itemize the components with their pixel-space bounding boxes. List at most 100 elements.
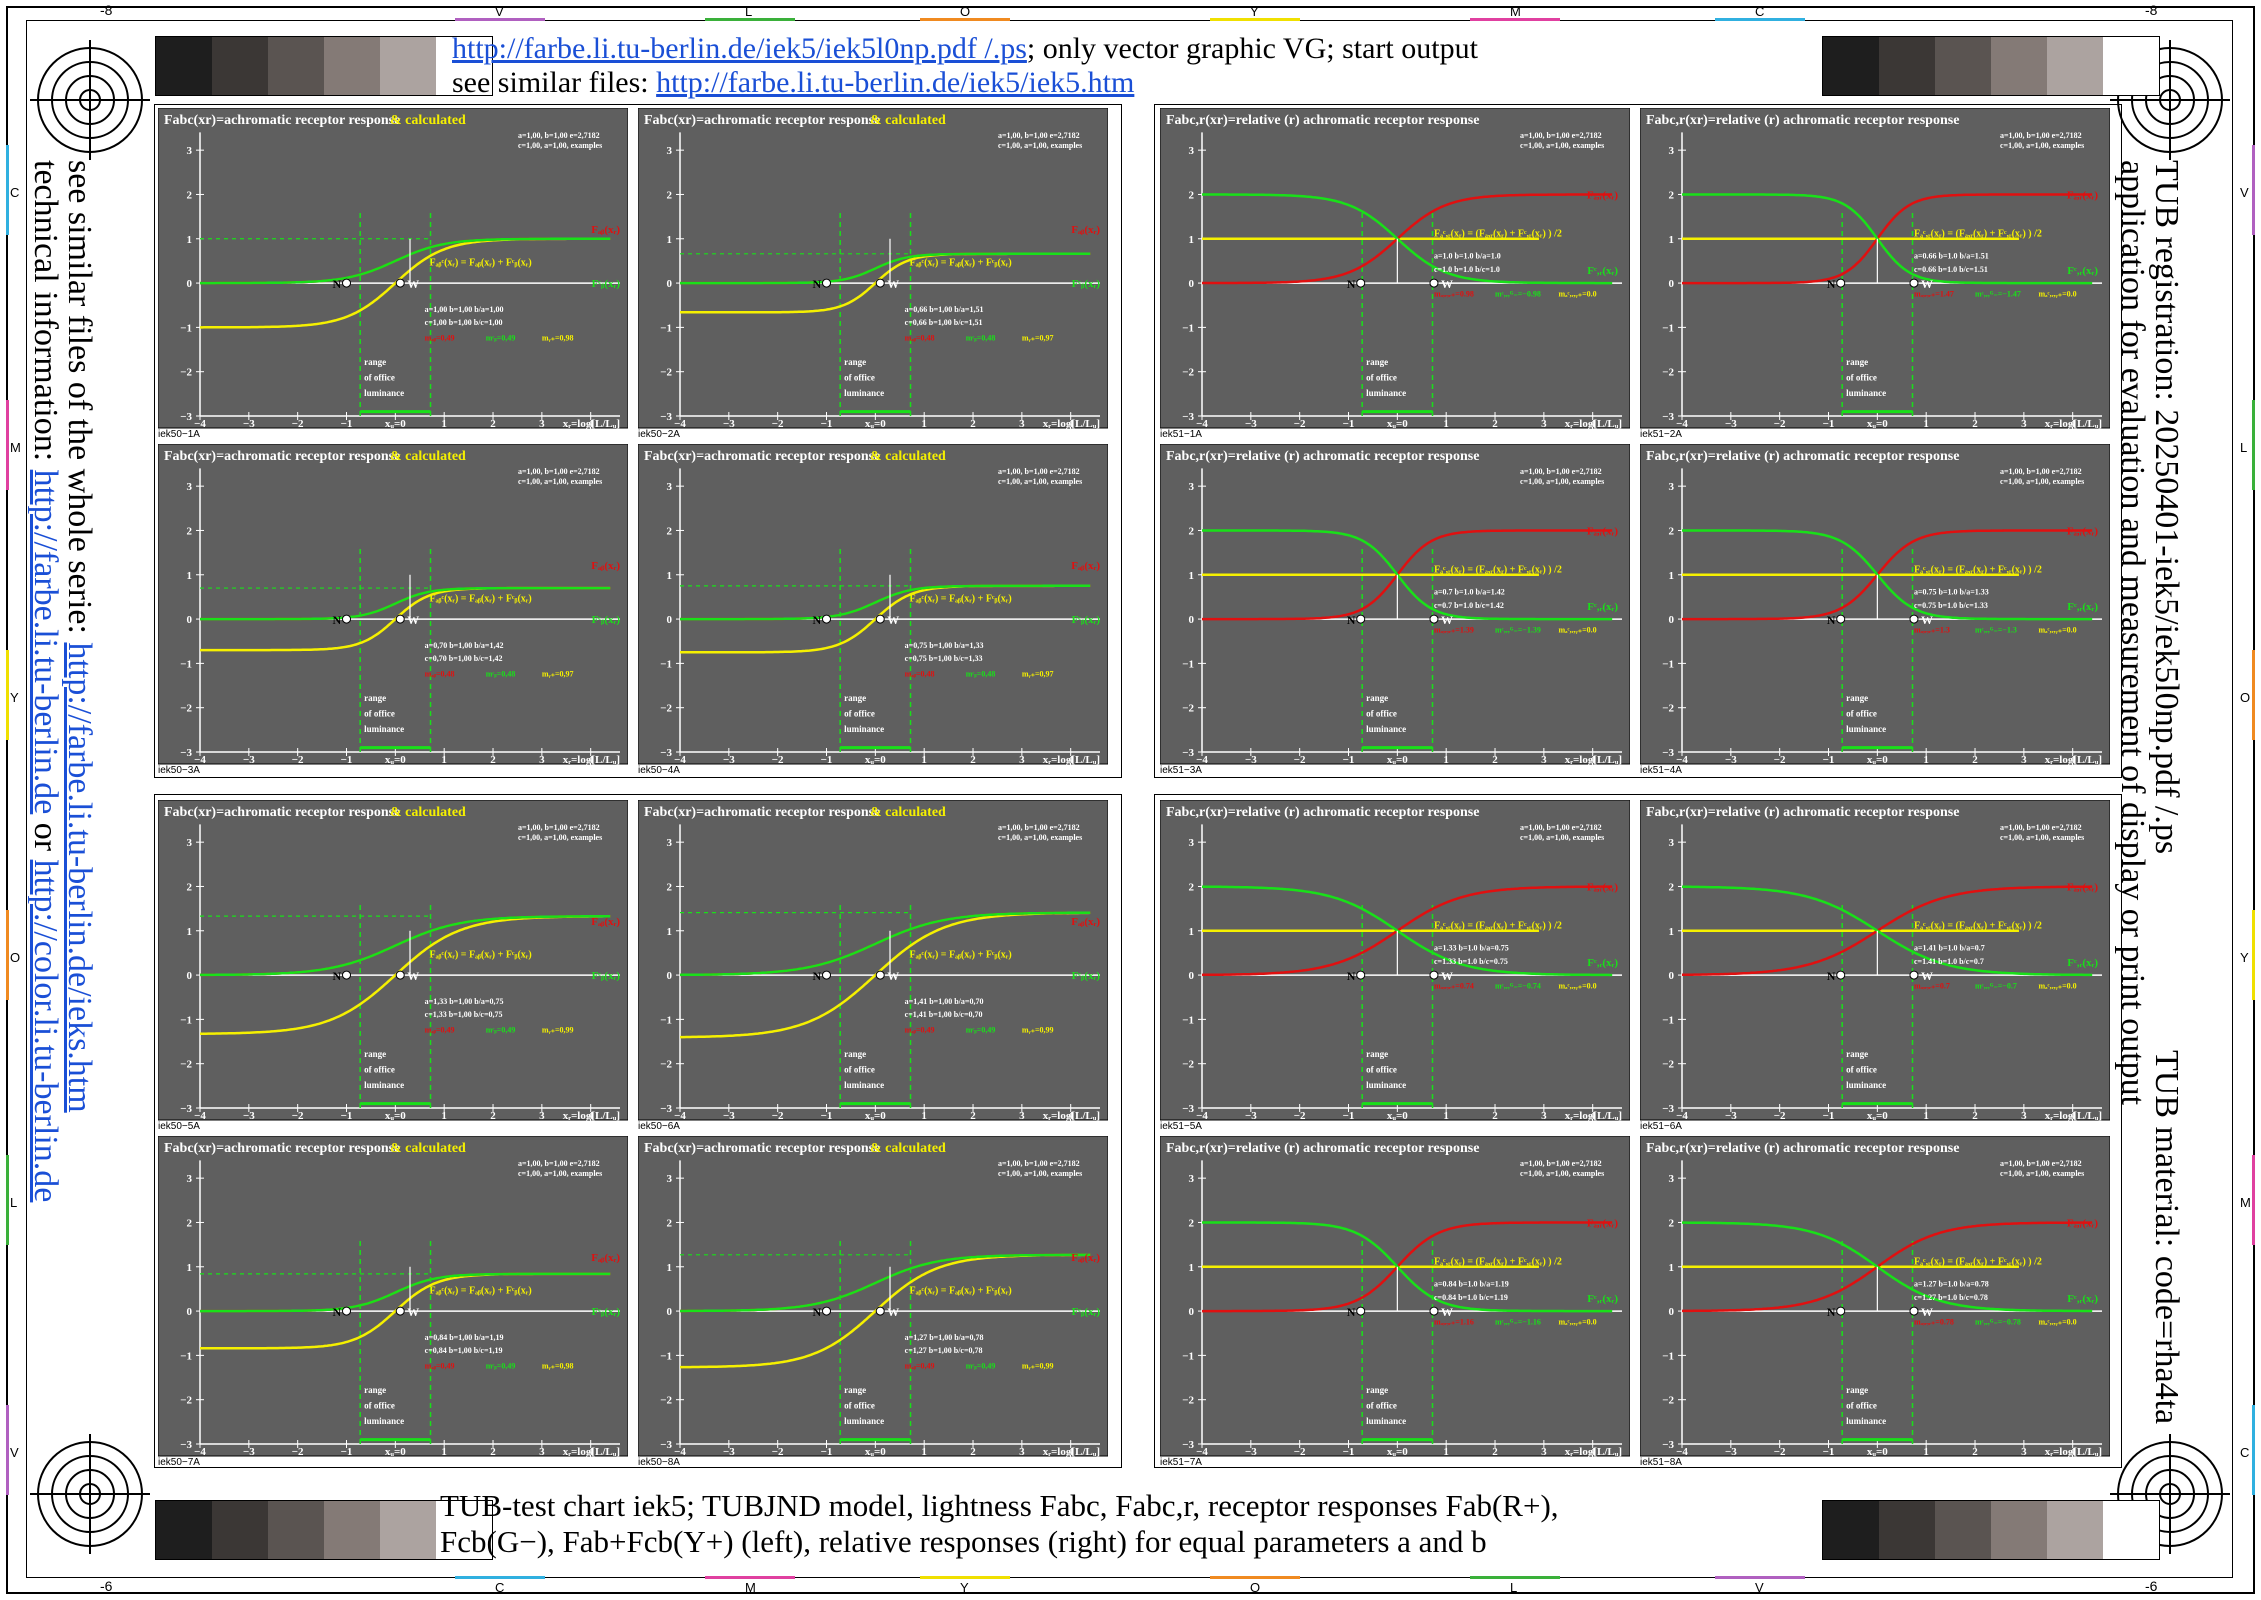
y-tick-label: −2	[1182, 703, 1194, 715]
gray-patch	[1991, 37, 2047, 95]
corner-mark-tl: -8	[100, 2, 113, 18]
param-a: a=0.75 b=1.0 b/a=1.33	[1914, 588, 1989, 597]
point-N	[342, 278, 352, 288]
label-Far: Fₐ,ᵣ(xᵣ)	[2067, 525, 2098, 537]
y-tick-label: −2	[1662, 703, 1674, 715]
x-tick-label: −3	[723, 418, 735, 430]
chart-title: Fabc(xr)=achromatic receptor response	[164, 449, 400, 464]
chart-consts: c=1,00, a=1,00, examples	[998, 477, 1082, 486]
point-N	[342, 970, 352, 980]
point-W	[395, 614, 405, 624]
x-tick-label: −3	[1725, 1110, 1737, 1122]
gray-patch	[268, 37, 324, 95]
x-tick-label: 1	[1923, 1110, 1929, 1122]
range-label: luminance	[1366, 388, 1406, 398]
x-tick-label: 4	[1068, 1446, 1074, 1458]
chart-title: Fabc,r(xr)=relative (r) achromatic recep…	[1646, 1141, 1959, 1156]
point-N	[1836, 278, 1846, 288]
chart-title: Fabc,r(xr)=relative (r) achromatic recep…	[1166, 113, 1479, 128]
x-tick-label: xᵤ=0	[1387, 1110, 1408, 1122]
x-tick-label: 1	[1923, 418, 1929, 430]
chart-id-label: iek51−4A	[1640, 765, 1682, 776]
slope-yp: mₐᶜ,ᵣ,ᵧ₊=0.0	[2039, 1317, 2077, 1326]
gray-patch	[324, 37, 380, 95]
y-tick-label: 1	[1669, 926, 1675, 938]
edge-color-bar	[2252, 650, 2255, 740]
tech-info-link-2[interactable]: http://color.li.tu-berlin.de	[27, 859, 64, 1203]
header-pdf-link[interactable]: http://farbe.li.tu-berlin.de/iek5/iek5l0…	[452, 32, 1027, 65]
x-tick-label: 2	[490, 754, 496, 766]
edge-mark-label: C	[495, 1580, 505, 1595]
y-tick-label: −3	[660, 1439, 672, 1451]
param-c: c=0,75 b=1,00 b/c=1,33	[905, 654, 983, 663]
tech-info-link-1[interactable]: http://farbe.li.tu-berlin.de	[27, 469, 64, 815]
slope-ab: mₐᵦ=0,49	[425, 1362, 455, 1371]
slope-cb: mᶜᵦ=0,49	[966, 1362, 996, 1371]
param-a: a=0.7 b=1.0 b/a=1.42	[1434, 588, 1505, 597]
x-axis-label: xᵣ=log[L/Lᵤ]	[2045, 418, 2102, 430]
range-label: range	[844, 693, 866, 703]
point-W	[1909, 614, 1919, 624]
x-tick-label: 3	[1019, 418, 1025, 430]
x-tick-label: −3	[1245, 1446, 1257, 1458]
x-axis-label: xᵣ=log[L/Lᵤ]	[1565, 1446, 1622, 1458]
range-label: luminance	[1366, 724, 1406, 734]
chart-consts: a=1,00, b=1,00 e=2,7182	[518, 1159, 600, 1168]
y-tick-label: 2	[1669, 525, 1675, 537]
y-tick-label: 0	[187, 1306, 193, 1318]
slope-yp: mᵧ₊=0,98	[542, 334, 574, 343]
range-label: of office	[1366, 373, 1397, 383]
y-tick-label: −3	[1662, 747, 1674, 759]
gray-patch	[1879, 1501, 1935, 1559]
x-tick-label: xᵤ=0	[385, 1110, 406, 1122]
x-axis-label: xᵣ=log[L/Lᵤ]	[563, 418, 620, 430]
gray-patch	[436, 37, 492, 95]
range-label: of office	[1846, 1401, 1877, 1411]
label-Fabc: Fₐᵦᶜ(xᵣ) = Fₐᵦ(xᵣ) + Fᶜᵦ(xᵣ)	[430, 1285, 532, 1296]
range-label: luminance	[364, 388, 404, 398]
x-tick-label: −3	[1245, 754, 1257, 766]
x-tick-label: xᵤ=0	[865, 418, 886, 430]
slope-cb: mᶜᵦ=0,49	[486, 1362, 516, 1371]
y-tick-label: −3	[180, 1439, 192, 1451]
label-Far: Fₐ,ᵣ(xᵣ)	[2067, 189, 2098, 201]
y-tick-label: 2	[1189, 525, 1195, 537]
x-tick-label: 4	[1068, 754, 1074, 766]
slope-cb: mᶜ,ᵣ,ᴳ₋=−1.3	[1975, 625, 2017, 634]
param-c: c=1.33 b=1.0 b/c=0.75	[1434, 957, 1508, 966]
edge-mark-label: V	[2240, 185, 2249, 200]
edge-color-bar	[1715, 18, 1805, 21]
y-tick-label: −2	[180, 1059, 192, 1071]
x-tick-label: −3	[1245, 418, 1257, 430]
edge-mark-label: L	[745, 4, 753, 19]
chart-background	[158, 108, 628, 429]
y-tick-label: 2	[667, 1217, 673, 1229]
series-link[interactable]: http://farbe.li.tu-berlin.de/ieks.htm	[61, 642, 98, 1113]
gray-patch	[324, 1501, 380, 1559]
point-W	[1909, 278, 1919, 288]
edge-color-bar	[705, 1576, 795, 1579]
x-tick-label: −4	[674, 754, 686, 766]
point-W-label: W	[1441, 277, 1453, 291]
y-tick-label: 1	[667, 926, 673, 938]
series-Fcr	[1682, 885, 2093, 977]
series-Far	[1202, 529, 1613, 621]
x-tick-label: −1	[341, 1110, 353, 1122]
gray-patch	[436, 1501, 492, 1559]
y-tick-label: 0	[1669, 278, 1675, 290]
y-tick-label: −2	[1182, 1395, 1194, 1407]
y-tick-label: −3	[180, 411, 192, 423]
slope-cb: mᶜᵦ=0,48	[966, 334, 996, 343]
gray-patch	[2047, 1501, 2103, 1559]
point-N	[342, 614, 352, 624]
chart-title-extra: & calculated	[390, 113, 466, 128]
x-tick-label: −2	[292, 754, 304, 766]
x-tick-label: 3	[539, 1446, 545, 1458]
x-tick-label: xᵤ=0	[1867, 418, 1888, 430]
x-tick-label: 4	[588, 418, 594, 430]
header-similar-link[interactable]: http://farbe.li.tu-berlin.de/iek5/iek5.h…	[656, 66, 1135, 99]
chart-title: Fabc,r(xr)=relative (r) achromatic recep…	[1646, 805, 1959, 820]
